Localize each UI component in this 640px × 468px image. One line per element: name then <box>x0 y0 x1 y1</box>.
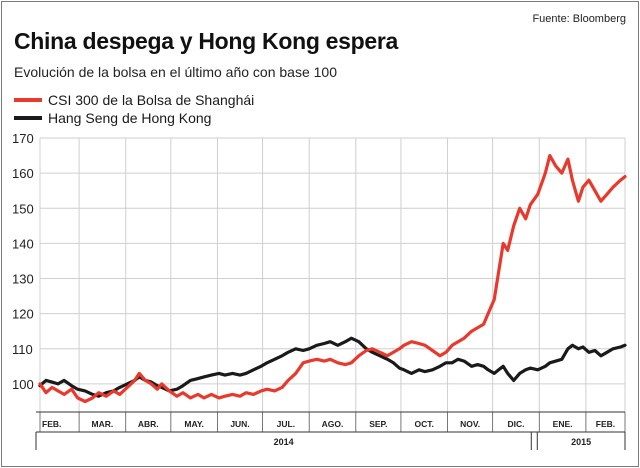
legend-item-csi: CSI 300 de la Bolsa de Shanghái <box>14 91 254 109</box>
x-axis: FEB. MAR. ABR. MAY. JUN. JUL. AGO. SEP. OCT. NOV.… <box>35 411 626 450</box>
year-label: 2014 <box>274 437 294 447</box>
series-line-csi300 <box>38 154 627 404</box>
y-axis: 100 110 120 130 140 150 160 170 <box>12 131 34 392</box>
y-tick-label: 170 <box>12 131 34 146</box>
y-tick-label: 140 <box>12 236 34 251</box>
x-tick-label: MAR. <box>92 419 114 429</box>
chart-subtitle: Evolución de la bolsa en el último año c… <box>14 64 337 80</box>
x-tick-label: ABR. <box>138 419 159 429</box>
source-note: Fuente: Bloomberg <box>532 13 626 25</box>
x-tick-label: FEB. <box>596 419 615 429</box>
y-tick-label: 130 <box>12 272 34 287</box>
y-tick-label: 120 <box>12 307 34 322</box>
y-tick-label: 110 <box>12 342 33 357</box>
legend: CSI 300 de la Bolsa de Shanghái Hang Sen… <box>14 91 254 127</box>
series-group <box>38 154 627 404</box>
legend-swatch-csi <box>14 98 42 102</box>
y-tick-label: 150 <box>12 201 34 216</box>
x-tick-label: DIC. <box>507 419 524 429</box>
x-tick-label: MAY. <box>184 419 204 429</box>
y-tick-label: 100 <box>12 377 34 392</box>
x-tick-label: NOV. <box>460 419 480 429</box>
legend-item-hsi: Hang Seng de Hong Kong <box>14 109 254 127</box>
chart-title: China despega y Hong Kong espera <box>14 28 399 54</box>
year-label: 2015 <box>571 437 591 447</box>
x-tick-label: FEB. <box>42 419 61 429</box>
x-tick-label: JUL. <box>277 419 295 429</box>
grid-lines <box>39 137 626 412</box>
x-tick-label: AGO. <box>322 419 344 429</box>
x-tick-label: OCT. <box>415 419 434 429</box>
x-tick-label: ENE. <box>553 419 573 429</box>
legend-label-csi: CSI 300 de la Bolsa de Shanghái <box>48 92 255 108</box>
y-tick-label: 160 <box>12 166 34 181</box>
series-line-hang-seng <box>38 336 627 398</box>
legend-label-hsi: Hang Seng de Hong Kong <box>48 110 212 126</box>
x-tick-label: SEP. <box>369 419 387 429</box>
x-tick-label: JUN. <box>230 419 249 429</box>
legend-swatch-hsi <box>14 116 42 120</box>
